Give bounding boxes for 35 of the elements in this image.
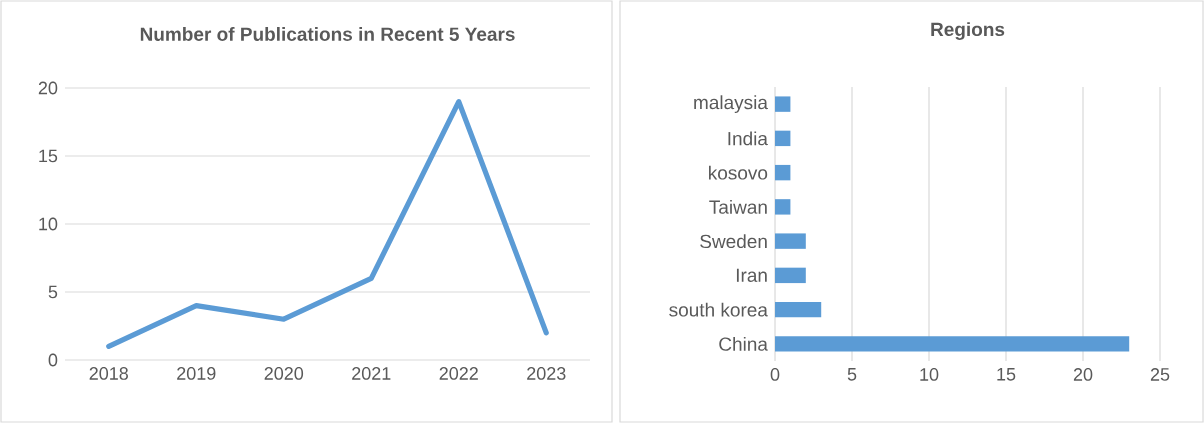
bar <box>775 130 791 147</box>
bar <box>775 336 1130 352</box>
x-tick-label: 5 <box>847 368 857 381</box>
x-tick-label: 2021 <box>352 367 391 380</box>
y-tick-label: 15 <box>39 149 58 163</box>
bar <box>775 233 806 249</box>
chart-title: Number of Publications in Recent 5 Years <box>140 26 515 41</box>
y-tick-label: kosovo <box>709 165 768 180</box>
x-tick-label: 15 <box>997 368 1016 381</box>
y-tick-label: 5 <box>48 285 58 299</box>
y-tick-label: 0 <box>48 353 58 367</box>
y-tick-label: 10 <box>39 217 58 231</box>
x-tick-label: 2023 <box>527 367 566 380</box>
y-tick-label: India <box>728 131 768 146</box>
y-tick-label: China <box>719 336 768 351</box>
y-tick-label: malaysia <box>694 95 768 113</box>
bar <box>775 164 791 181</box>
x-tick-label: 10 <box>920 368 939 381</box>
bar <box>775 301 822 318</box>
bar <box>775 96 791 112</box>
x-tick-label: 25 <box>1150 368 1170 381</box>
x-tick-label: 2022 <box>439 367 478 380</box>
y-tick-label: 20 <box>38 81 58 95</box>
y-tick-label: Taiwan <box>709 199 767 214</box>
x-tick-label: 20 <box>1073 368 1093 381</box>
y-tick-label: south korea <box>669 302 768 317</box>
chart-title: Regions <box>931 22 1005 40</box>
x-tick-label: 0 <box>770 368 780 381</box>
x-tick-label: 2020 <box>264 367 304 380</box>
bar <box>775 199 791 215</box>
x-tick-label: 2018 <box>89 367 128 380</box>
y-tick-label: Iran <box>736 268 767 283</box>
x-tick-label: 2019 <box>177 367 216 380</box>
bar <box>775 267 806 284</box>
y-tick-label: Sweden <box>700 234 767 249</box>
